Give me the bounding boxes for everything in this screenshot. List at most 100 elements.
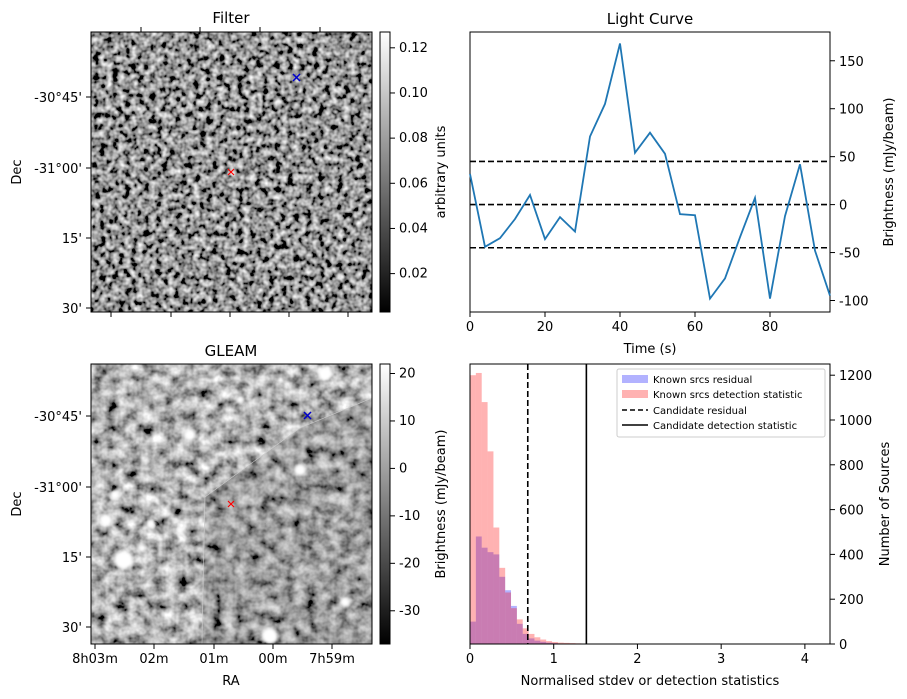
legend-swatch-detection	[622, 390, 648, 398]
filter-ylabel: Dec	[10, 159, 25, 184]
gleam-ytick-label: -30°45'	[34, 410, 82, 425]
histogram-bar	[493, 554, 500, 644]
histogram-bar	[540, 641, 547, 644]
gleam-colorbar	[379, 363, 391, 645]
colorbar-tick-label: -20	[399, 556, 420, 571]
histogram-candidate-lines	[526, 364, 588, 644]
histogram-ytick-label: 1000	[839, 414, 872, 429]
gleam-bright-sources	[100, 367, 350, 644]
gleam-ytick-label: 15'	[62, 551, 82, 566]
colorbar-tick-label: 0.06	[399, 176, 428, 191]
histogram-bar	[505, 592, 512, 644]
histogram-bar	[516, 619, 523, 644]
gleam-xtick-label: 00m	[258, 652, 287, 667]
histogram-bar	[546, 641, 553, 644]
histogram-bar	[534, 637, 541, 644]
histogram-bar	[499, 576, 506, 644]
lightcurve-series	[469, 43, 831, 301]
colorbar-tick-label: 0.12	[399, 41, 428, 56]
filter-candidate-marker	[227, 168, 235, 176]
histogram-bar	[528, 633, 535, 644]
histogram-xtick-label: 1	[550, 652, 558, 667]
histogram-ytick-label: 200	[839, 593, 864, 608]
lightcurve-ytick-label: 100	[839, 103, 864, 118]
filter-panel: Filter -30°45' -31°00' 15' 30'	[10, 9, 449, 317]
histogram-bar	[505, 590, 512, 644]
legend-swatch-residual	[622, 375, 648, 383]
histogram-bar	[563, 642, 570, 644]
legend-label-cand-residual: Candidate residual	[653, 406, 747, 417]
gleam-candidate-marker	[227, 500, 235, 508]
histogram-xtick-label: 4	[801, 652, 809, 667]
lightcurve-ylabel: Brightness (mJy/beam)	[882, 98, 897, 247]
histogram-bar	[528, 638, 535, 644]
histogram-bar	[522, 628, 529, 644]
histogram-frame	[469, 363, 831, 645]
histogram-bar	[516, 623, 523, 644]
gleam-xtick-label: 8h03m	[72, 652, 118, 667]
filter-ytick-label: -30°45'	[34, 91, 82, 106]
legend-label-detection: Known srcs detection statistic	[653, 390, 802, 401]
histogram-xlabel: Normalised stdev or detection statistics	[521, 674, 780, 689]
legend-label-residual: Known srcs residual	[653, 375, 752, 386]
filter-title: Filter	[212, 9, 250, 27]
colorbar-tick-label: -30	[399, 604, 420, 619]
lightcurve-xtick-label: 60	[687, 320, 704, 335]
lightcurve-threshold-lines	[470, 160, 830, 249]
histogram-ytick-label: 800	[839, 459, 864, 474]
histogram-bar	[499, 567, 506, 644]
gleam-xtick-label: 7h59m	[309, 652, 355, 667]
colorbar-tick-label: 20	[399, 366, 416, 381]
colorbar-tick-label: 0.04	[399, 221, 428, 236]
filter-ytick-label: -31°00'	[34, 162, 82, 177]
histogram-bar	[552, 641, 558, 644]
colorbar-tick-label: 10	[399, 414, 416, 429]
histogram-bar	[481, 402, 488, 644]
histogram-xtick-label: 2	[633, 652, 641, 667]
histogram-bar	[546, 642, 553, 644]
lightcurve-ytick-label: -100	[839, 294, 869, 309]
legend-label-cand-detection: Candidate detection statistic	[653, 421, 797, 432]
gleam-colorbar-ticks: 20 10 0 -10 -20 -30	[390, 366, 420, 619]
filter-y-ticks: -30°45' -31°00' 15' 30'	[34, 27, 349, 317]
histogram-legend: Known srcs residual Known srcs detection…	[616, 368, 826, 438]
filter-ytick-label: 30'	[62, 302, 82, 317]
gleam-ticks: -30°45' -31°00' 15' 30' 8h03m 02m 01m 00…	[34, 410, 355, 667]
filter-colorbar	[379, 31, 391, 313]
histogram-xtick-label: 3	[717, 652, 725, 667]
gleam-ytick-label: -31°00'	[34, 481, 82, 496]
gleam-ytick-label: 30'	[62, 621, 82, 636]
lightcurve-x-ticks: 0 20 40 60 80	[466, 312, 778, 335]
histogram-bar	[487, 451, 494, 644]
lightcurve-ytick-label: 0	[839, 199, 847, 214]
filter-reference-marker	[292, 73, 301, 82]
gleam-reference-marker	[303, 411, 312, 420]
histogram-bar	[534, 640, 541, 644]
lightcurve-title: Light Curve	[607, 10, 693, 28]
colorbar-tick-label: 0.08	[399, 131, 428, 146]
histogram-panel: 0 1 2 3 4 1200 1000 800 600 400 200 0 Normalised s…	[466, 363, 893, 689]
colorbar-tick-label: 0.10	[399, 86, 428, 101]
filter-colorbar-ticks: 0.12 0.10 0.08 0.06 0.04 0.02	[390, 41, 428, 282]
lightcurve-xtick-label: 40	[612, 320, 629, 335]
histogram-y-ticks: 1200 1000 800 600 400 200 0	[830, 369, 872, 653]
lightcurve-panel: Light Curve 0 20 40 60 80 150 100 50 0 -50 -100 T…	[466, 10, 897, 357]
gleam-frame	[90, 363, 373, 645]
colorbar-tick-label: -10	[399, 509, 420, 524]
histogram-bar	[557, 642, 564, 644]
histogram-bar	[475, 536, 482, 644]
histogram-bar	[511, 605, 517, 644]
filter-ytick-label: 15'	[62, 232, 82, 247]
histogram-bar	[511, 608, 517, 644]
gleam-xtick-label: 01m	[199, 652, 228, 667]
lightcurve-xtick-label: 0	[466, 320, 474, 335]
lightcurve-ytick-label: 50	[839, 151, 856, 166]
gleam-ylabel: Dec	[10, 491, 25, 516]
gleam-mosaic-region	[202, 398, 372, 644]
histogram-bar	[475, 372, 482, 644]
histogram-bar	[540, 639, 547, 644]
lightcurve-ytick-label: -50	[839, 247, 860, 262]
histogram-bar	[487, 552, 494, 644]
colorbar-tick-label: 0.02	[399, 267, 428, 282]
